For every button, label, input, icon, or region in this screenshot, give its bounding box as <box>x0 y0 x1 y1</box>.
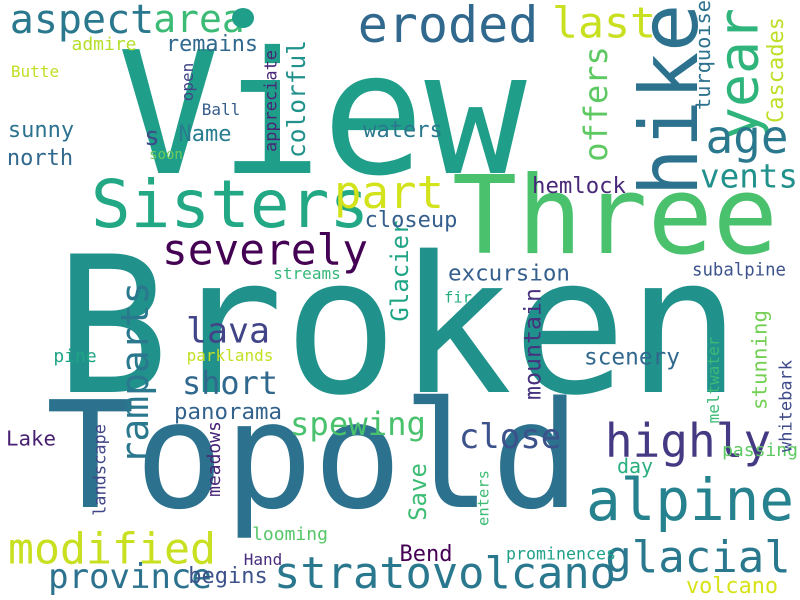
word-sisters: Sisters <box>90 166 370 243</box>
word-save: Save <box>404 463 432 521</box>
word-whitebark: whitebark <box>776 360 797 452</box>
word-glacial: glacial <box>605 532 791 583</box>
word-appreciate: appreciate <box>260 50 281 152</box>
word-landscape: landscape <box>90 424 111 516</box>
word-broken: Broken <box>54 216 742 437</box>
word-alpine: alpine <box>586 467 794 535</box>
word-eroded: eroded <box>357 0 539 54</box>
word-soon: soon <box>149 147 183 163</box>
word-waters: waters <box>363 118 443 143</box>
word-panorama: panorama <box>174 398 282 425</box>
word-day: day <box>616 454 654 478</box>
word-aspect: aspect <box>9 0 155 43</box>
word-begins: begins <box>188 564 268 589</box>
word-subalpine: subalpine <box>692 260 786 281</box>
word-mountain: mountain <box>519 288 547 400</box>
word-severely: severely <box>162 225 368 276</box>
word-last: last <box>552 0 656 49</box>
word-stratovolcano: stratovolcano <box>274 548 616 600</box>
word-sunny: sunny <box>7 118 75 143</box>
word-hand: Hand <box>243 550 283 569</box>
word-view: View <box>117 16 527 214</box>
word-meltwater: meltwater <box>704 336 723 424</box>
word-dot <box>232 8 254 28</box>
word-glacier: Glacier <box>386 220 414 322</box>
word-meadows: meadows <box>204 421 225 497</box>
word-parklands: parklands <box>186 346 274 365</box>
word-bend: Bend <box>399 542 453 567</box>
word-modified: modified <box>8 524 216 575</box>
word-lava: lava <box>186 311 270 352</box>
word-remains: remains <box>166 32 258 58</box>
word-short: short <box>182 364 278 403</box>
word-ball: Ball <box>201 100 241 119</box>
word-area: area <box>153 0 245 41</box>
word-fir: fir <box>444 288 472 307</box>
word-passing: passing <box>722 440 798 461</box>
word-turquoise: turquoise <box>690 0 715 110</box>
word-part: part <box>334 166 444 220</box>
word-province: province <box>48 557 212 597</box>
word-north: north <box>6 146 74 171</box>
word-ramparts: ramparts <box>113 281 157 465</box>
word-prominences: prominences <box>506 544 616 564</box>
word-cascades: Cascades <box>764 17 789 123</box>
word-topold: Topold <box>45 370 581 542</box>
word-s: s <box>144 122 160 152</box>
word-close: close <box>458 417 562 457</box>
word-vents: vents <box>700 157 798 196</box>
word-admire: admire <box>71 34 137 55</box>
word-scenery: scenery <box>584 344 680 371</box>
word-lake: Lake <box>6 426 56 451</box>
word-hemlock: hemlock <box>532 172 626 199</box>
word-age: age <box>705 110 789 164</box>
word-volcano: volcano <box>686 574 778 600</box>
word-highly: highly <box>604 414 772 468</box>
word-offers: offers <box>577 46 615 162</box>
word-spewing: spewing <box>290 404 426 443</box>
word-closeup: closeup <box>364 208 458 233</box>
word-colorful: colorful <box>281 40 311 158</box>
word-name: Name <box>178 122 232 147</box>
word-looming: looming <box>252 524 328 545</box>
word-enters: enters <box>474 470 493 526</box>
word-three: Three <box>452 151 778 279</box>
word-pine: pine <box>53 346 97 367</box>
word-streams: streams <box>273 264 341 283</box>
word-excursion: excursion <box>448 260 570 287</box>
word-butte: Butte <box>10 62 60 81</box>
word-stunning: stunning <box>747 310 772 410</box>
word-open: open <box>178 62 197 102</box>
